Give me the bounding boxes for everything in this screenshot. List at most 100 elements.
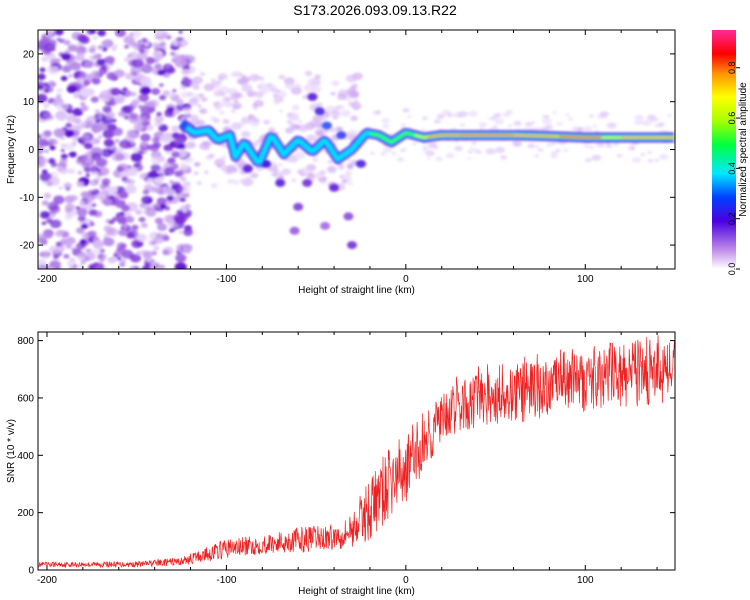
noise-speckle <box>79 200 85 205</box>
signal-blob <box>293 202 304 211</box>
noise-speckle <box>172 89 177 93</box>
noise-speckle <box>60 153 68 160</box>
noise-speckle <box>64 195 75 204</box>
noise-speckle <box>176 192 186 200</box>
noise-speckle <box>131 99 140 106</box>
noise-speckle <box>75 53 85 62</box>
noise-speckle <box>159 264 166 269</box>
noise-speckle <box>174 262 187 269</box>
haze-speckle <box>208 153 215 159</box>
noise-speckle <box>40 250 51 259</box>
noise-speckle <box>96 253 107 261</box>
haze-speckle <box>246 175 252 180</box>
haze-speckle <box>485 148 496 155</box>
haze-speckle <box>267 84 277 92</box>
haze-speckle <box>252 103 258 108</box>
snr-plot <box>38 335 675 569</box>
noise-speckle <box>116 166 124 172</box>
noise-speckle <box>179 176 187 182</box>
haze-speckle <box>340 109 351 118</box>
noise-speckle <box>83 80 91 86</box>
noise-speckle <box>141 195 153 205</box>
noise-speckle <box>76 208 88 217</box>
noise-speckle <box>119 258 127 264</box>
haze-speckle <box>634 119 643 126</box>
noise-speckle <box>90 70 101 79</box>
noise-speckle <box>101 148 113 158</box>
haze-speckle <box>336 127 342 131</box>
haze-speckle <box>335 105 341 110</box>
noise-speckle <box>158 83 164 88</box>
noise-speckle <box>56 37 62 42</box>
noise-speckle <box>47 142 53 147</box>
noise-speckle <box>171 132 181 139</box>
noise-speckle <box>136 233 147 242</box>
haze-speckle <box>544 128 549 131</box>
noise-speckle <box>88 209 98 216</box>
noise-speckle <box>53 195 65 205</box>
noise-speckle <box>86 115 99 125</box>
noise-speckle <box>96 193 107 201</box>
noise-speckle <box>80 191 90 198</box>
noise-speckle <box>156 112 162 117</box>
haze-speckle <box>576 127 584 132</box>
haze-speckle <box>546 142 554 147</box>
noise-speckle <box>78 155 88 162</box>
noise-speckle <box>114 139 120 143</box>
haze-speckle <box>210 78 217 83</box>
haze-speckle <box>593 129 600 134</box>
noise-speckle <box>56 165 65 172</box>
haze-speckle <box>466 156 472 160</box>
noise-speckle <box>145 124 154 131</box>
haze-speckle <box>354 99 359 104</box>
spectrogram-ytick-label: -10 <box>20 193 35 204</box>
noise-speckle <box>80 259 86 265</box>
noise-speckle <box>95 119 101 124</box>
haze-speckle <box>467 150 473 154</box>
haze-speckle <box>291 178 296 182</box>
noise-speckle <box>117 257 122 261</box>
haze-speckle <box>513 120 522 126</box>
haze-speckle <box>433 119 441 124</box>
noise-speckle <box>170 51 176 56</box>
noise-speckle <box>109 75 116 81</box>
noise-speckle <box>85 248 91 253</box>
haze-speckle <box>613 142 619 146</box>
haze-speckle <box>242 76 251 83</box>
noise-speckle <box>167 157 176 164</box>
haze-speckle <box>381 117 390 124</box>
noise-speckle <box>44 149 49 153</box>
noise-speckle <box>145 257 153 263</box>
noise-speckle <box>90 96 99 103</box>
noise-speckle <box>142 250 153 259</box>
noise-speckle <box>98 47 103 52</box>
haze-speckle <box>248 73 260 82</box>
noise-speckle <box>119 139 132 149</box>
noise-speckle <box>103 138 115 147</box>
haze-speckle <box>446 113 454 118</box>
spectrogram-ytick-label: -20 <box>20 241 35 252</box>
noise-speckle <box>99 248 105 253</box>
noise-speckle <box>154 120 163 127</box>
noise-speckle <box>156 223 168 232</box>
haze-speckle <box>185 157 194 164</box>
haze-speckle <box>258 76 265 81</box>
noise-speckle <box>133 46 138 50</box>
snr-series-line <box>38 335 675 569</box>
noise-speckle <box>49 145 56 151</box>
haze-speckle <box>471 141 477 145</box>
haze-speckle <box>212 101 220 107</box>
haze-speckle <box>407 115 412 118</box>
noise-speckle <box>166 66 176 74</box>
haze-speckle <box>534 126 540 131</box>
noise-speckle <box>98 135 103 139</box>
haze-speckle <box>311 85 322 93</box>
noise-speckle <box>163 167 175 176</box>
haze-speckle <box>348 101 356 107</box>
haze-speckle <box>254 91 264 98</box>
noise-speckle <box>137 39 142 43</box>
colorbar-label: Normalized spectral amplitude <box>738 82 749 217</box>
noise-speckle <box>103 237 115 247</box>
noise-speckle <box>141 37 148 43</box>
